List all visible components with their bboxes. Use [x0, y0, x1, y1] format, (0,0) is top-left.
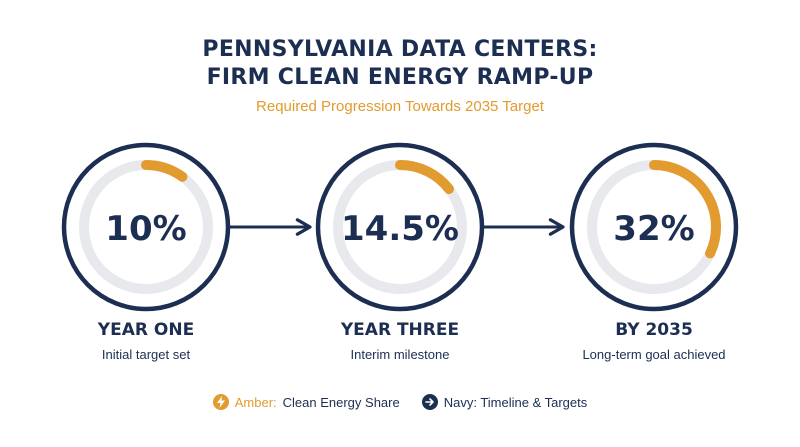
- legend-amber-key: Amber:: [234, 394, 277, 410]
- title-line-1: PENNSYLVANIA DATA CENTERS:: [202, 37, 598, 62]
- legend-navy-text: Navy: Timeline & Targets: [443, 394, 588, 410]
- gauge-progress-arc: [141, 160, 188, 182]
- stage-description: Long-term goal achieved: [582, 347, 726, 362]
- legend-item-amber: Amber: Clean Energy Share: [212, 394, 400, 410]
- gauge-progress-arc: [649, 160, 721, 259]
- stage-label: BY 2035: [615, 320, 693, 340]
- gauge-value-label: 14.5%: [341, 209, 459, 249]
- legend-item-navy: Navy: Timeline & Targets: [421, 394, 588, 410]
- chart-subtitle: Required Progression Towards 2035 Target: [256, 98, 544, 115]
- legend: Amber: Clean Energy Share Navy: Timeline…: [0, 394, 800, 410]
- stage-description: Interim milestone: [350, 347, 450, 362]
- stage-label: YEAR THREE: [340, 320, 460, 340]
- lightning-icon: [212, 394, 229, 410]
- arrow-right-icon: [421, 394, 438, 410]
- chart-title: PENNSYLVANIA DATA CENTERS: FIRM CLEAN EN…: [0, 36, 800, 92]
- gauge-progress-arc: [395, 160, 454, 194]
- gauge-value-label: 10%: [105, 209, 186, 249]
- stage-description: Initial target set: [101, 347, 191, 362]
- stage-label: YEAR ONE: [97, 320, 195, 340]
- gauge-value-label: 32%: [613, 209, 694, 249]
- legend-amber-text: Clean Energy Share: [282, 394, 400, 410]
- title-line-2: FIRM CLEAN ENERGY RAMP-UP: [206, 65, 594, 90]
